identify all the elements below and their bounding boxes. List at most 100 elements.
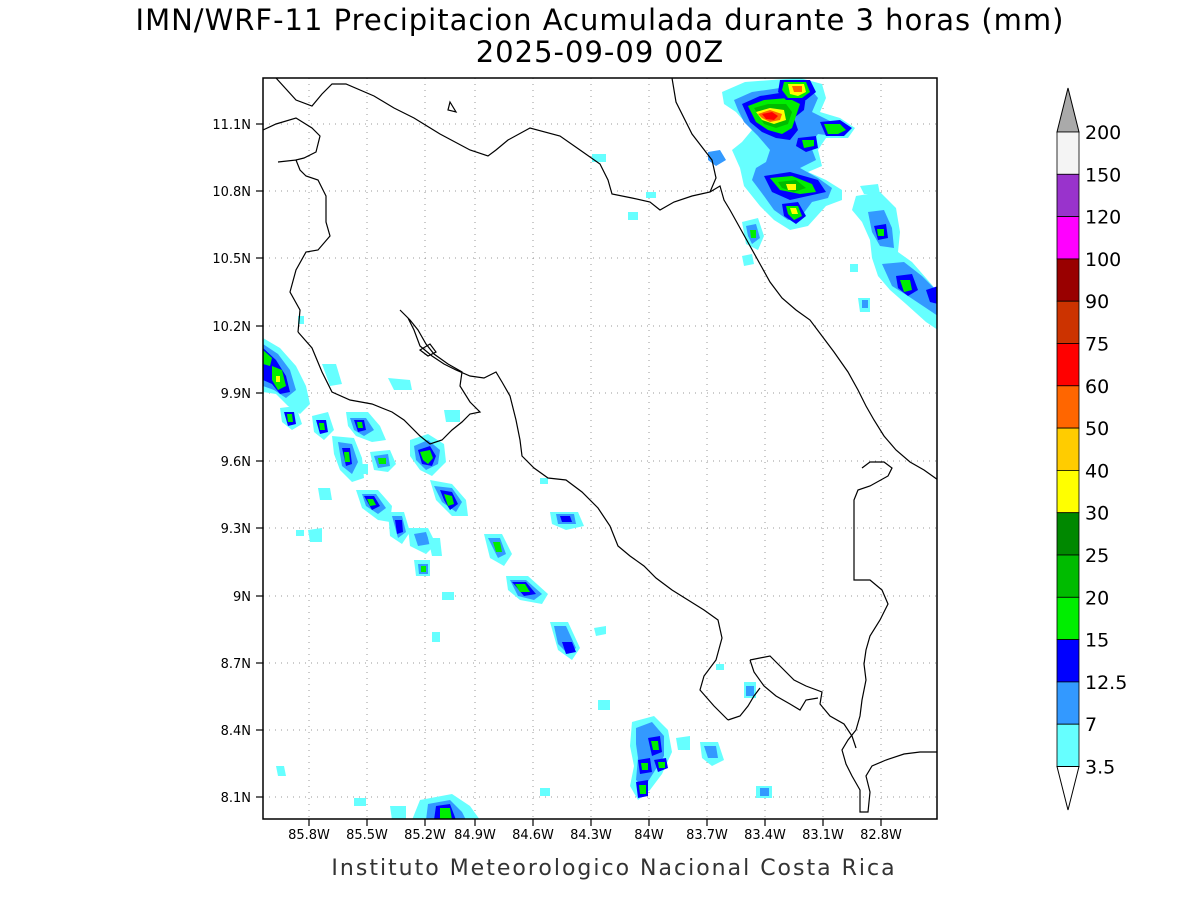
colorbar-label: 25 — [1085, 545, 1109, 567]
colorbar-label: 120 — [1085, 207, 1121, 229]
lat-tick-label: 9.3N — [221, 522, 251, 537]
lat-tick-label: 8.4N — [221, 724, 251, 739]
colorbar-label: 7 — [1085, 714, 1097, 736]
colorbar-swatch — [1056, 385, 1080, 429]
precip-area — [319, 423, 325, 430]
colorbar-min-arrow — [1056, 766, 1080, 811]
precip-cluster-pacific-west — [263, 316, 460, 576]
small-island — [447, 100, 458, 113]
precip-area — [360, 464, 368, 474]
colorbar-label: 40 — [1085, 460, 1109, 482]
precip-area — [378, 458, 386, 464]
colorbar-label: 60 — [1085, 376, 1109, 398]
precip-area — [790, 208, 798, 214]
precip-area — [658, 762, 665, 768]
precip-area — [395, 520, 403, 534]
precip-area — [926, 286, 937, 304]
map-datetime: 2025-09-09 00Z — [475, 35, 725, 69]
colorbar-swatch — [1056, 343, 1080, 387]
lon-tick-label: 83.7W — [686, 828, 728, 843]
precip-area — [792, 86, 802, 92]
map-grid — [263, 78, 937, 819]
colorbar-label: 90 — [1085, 291, 1109, 313]
lon-tick-label: 84.9W — [454, 828, 496, 843]
precip-area — [592, 154, 606, 162]
precip-area — [354, 798, 366, 806]
precip-area — [716, 664, 724, 670]
precip-area — [318, 488, 332, 500]
colorbar-legend: 200 150 120 100 90 75 60 50 40 30 25 20 15 12.5 7 3.5 — [1056, 87, 1127, 811]
lon-tick-label: 83.1W — [802, 828, 844, 843]
precip-area — [824, 124, 846, 134]
precip-area — [750, 230, 756, 238]
colorbar-label: 100 — [1085, 249, 1121, 271]
colorbar-swatch — [1056, 681, 1080, 725]
precip-area — [598, 700, 610, 710]
pacific-coast-north — [263, 117, 321, 161]
lat-tick-label: 10.2N — [212, 320, 251, 335]
precip-area — [786, 184, 796, 190]
colorbar-swatch — [1056, 300, 1080, 344]
precip-area — [860, 184, 880, 194]
precip-area — [432, 632, 440, 642]
precip-area — [308, 528, 322, 542]
colorbar-label: 50 — [1085, 418, 1109, 440]
lon-tick-label: 84.6W — [512, 828, 554, 843]
precip-area — [442, 592, 454, 600]
precip-area — [420, 450, 433, 464]
precip-cluster-caribbean-north — [708, 78, 855, 266]
colorbar-swatch — [1056, 596, 1080, 640]
precip-area — [367, 499, 376, 506]
lon-tick-label: 82.8W — [860, 828, 902, 843]
precip-area — [322, 364, 342, 386]
precip-area — [862, 300, 868, 308]
colorbar-swatch — [1056, 131, 1080, 175]
precipitation-field — [263, 78, 937, 819]
precip-area — [276, 376, 280, 382]
lat-tick-label: 11.1N — [212, 118, 251, 133]
colorbar-label: 20 — [1085, 587, 1109, 609]
map-frame — [262, 77, 938, 820]
lat-tick-label: 9N — [233, 590, 251, 605]
lat-tick-label: 8.7N — [221, 657, 251, 672]
colorbar-swatch — [1056, 173, 1080, 218]
precip-area — [444, 410, 460, 422]
latitude-labels: 11.1N 10.8N 10.5N 10.2N 9.9N 9.6N 9.3N 9N 8.7N 8.… — [212, 118, 251, 806]
lat-tick-label: 10.8N — [212, 185, 251, 200]
golfito-coast — [749, 659, 819, 711]
panama-border — [841, 461, 937, 813]
precip-area — [390, 806, 406, 819]
caribbean-coast — [709, 185, 937, 481]
precip-area — [651, 741, 659, 750]
coastline — [263, 78, 937, 813]
map-title: IMN/WRF-11 Precipitacion Acumulada duran… — [135, 3, 1065, 37]
precip-cluster-gulf — [410, 434, 610, 710]
precip-area — [676, 736, 690, 750]
lat-tick-label: 9.6N — [221, 455, 251, 470]
colorbar-swatch — [1056, 639, 1080, 683]
precip-area — [628, 212, 638, 220]
colorbar-swatch — [1056, 469, 1080, 514]
precip-area — [287, 414, 293, 422]
precip-area — [515, 584, 530, 592]
precip-area — [444, 494, 454, 506]
precip-area — [296, 530, 304, 536]
precip-area — [540, 478, 548, 484]
precip-area — [850, 264, 858, 272]
precip-area — [357, 422, 363, 428]
lat-tick-label: 8.1N — [221, 791, 251, 806]
colorbar-swatch — [1056, 258, 1080, 302]
precip-area — [594, 626, 606, 636]
lon-tick-label: 84W — [634, 828, 664, 843]
colorbar-label: 150 — [1085, 164, 1121, 186]
precip-cluster-caribbean-east — [850, 184, 937, 330]
nicaragua-border — [277, 159, 331, 333]
colorbar-swatch — [1056, 512, 1080, 556]
precip-area — [639, 785, 646, 794]
colorbar-swatch — [1056, 554, 1080, 598]
lat-tick-label: 9.9N — [221, 387, 251, 402]
precip-area — [428, 538, 442, 556]
lat-tick-label: 10.5N — [212, 252, 251, 267]
precip-area — [877, 229, 884, 236]
